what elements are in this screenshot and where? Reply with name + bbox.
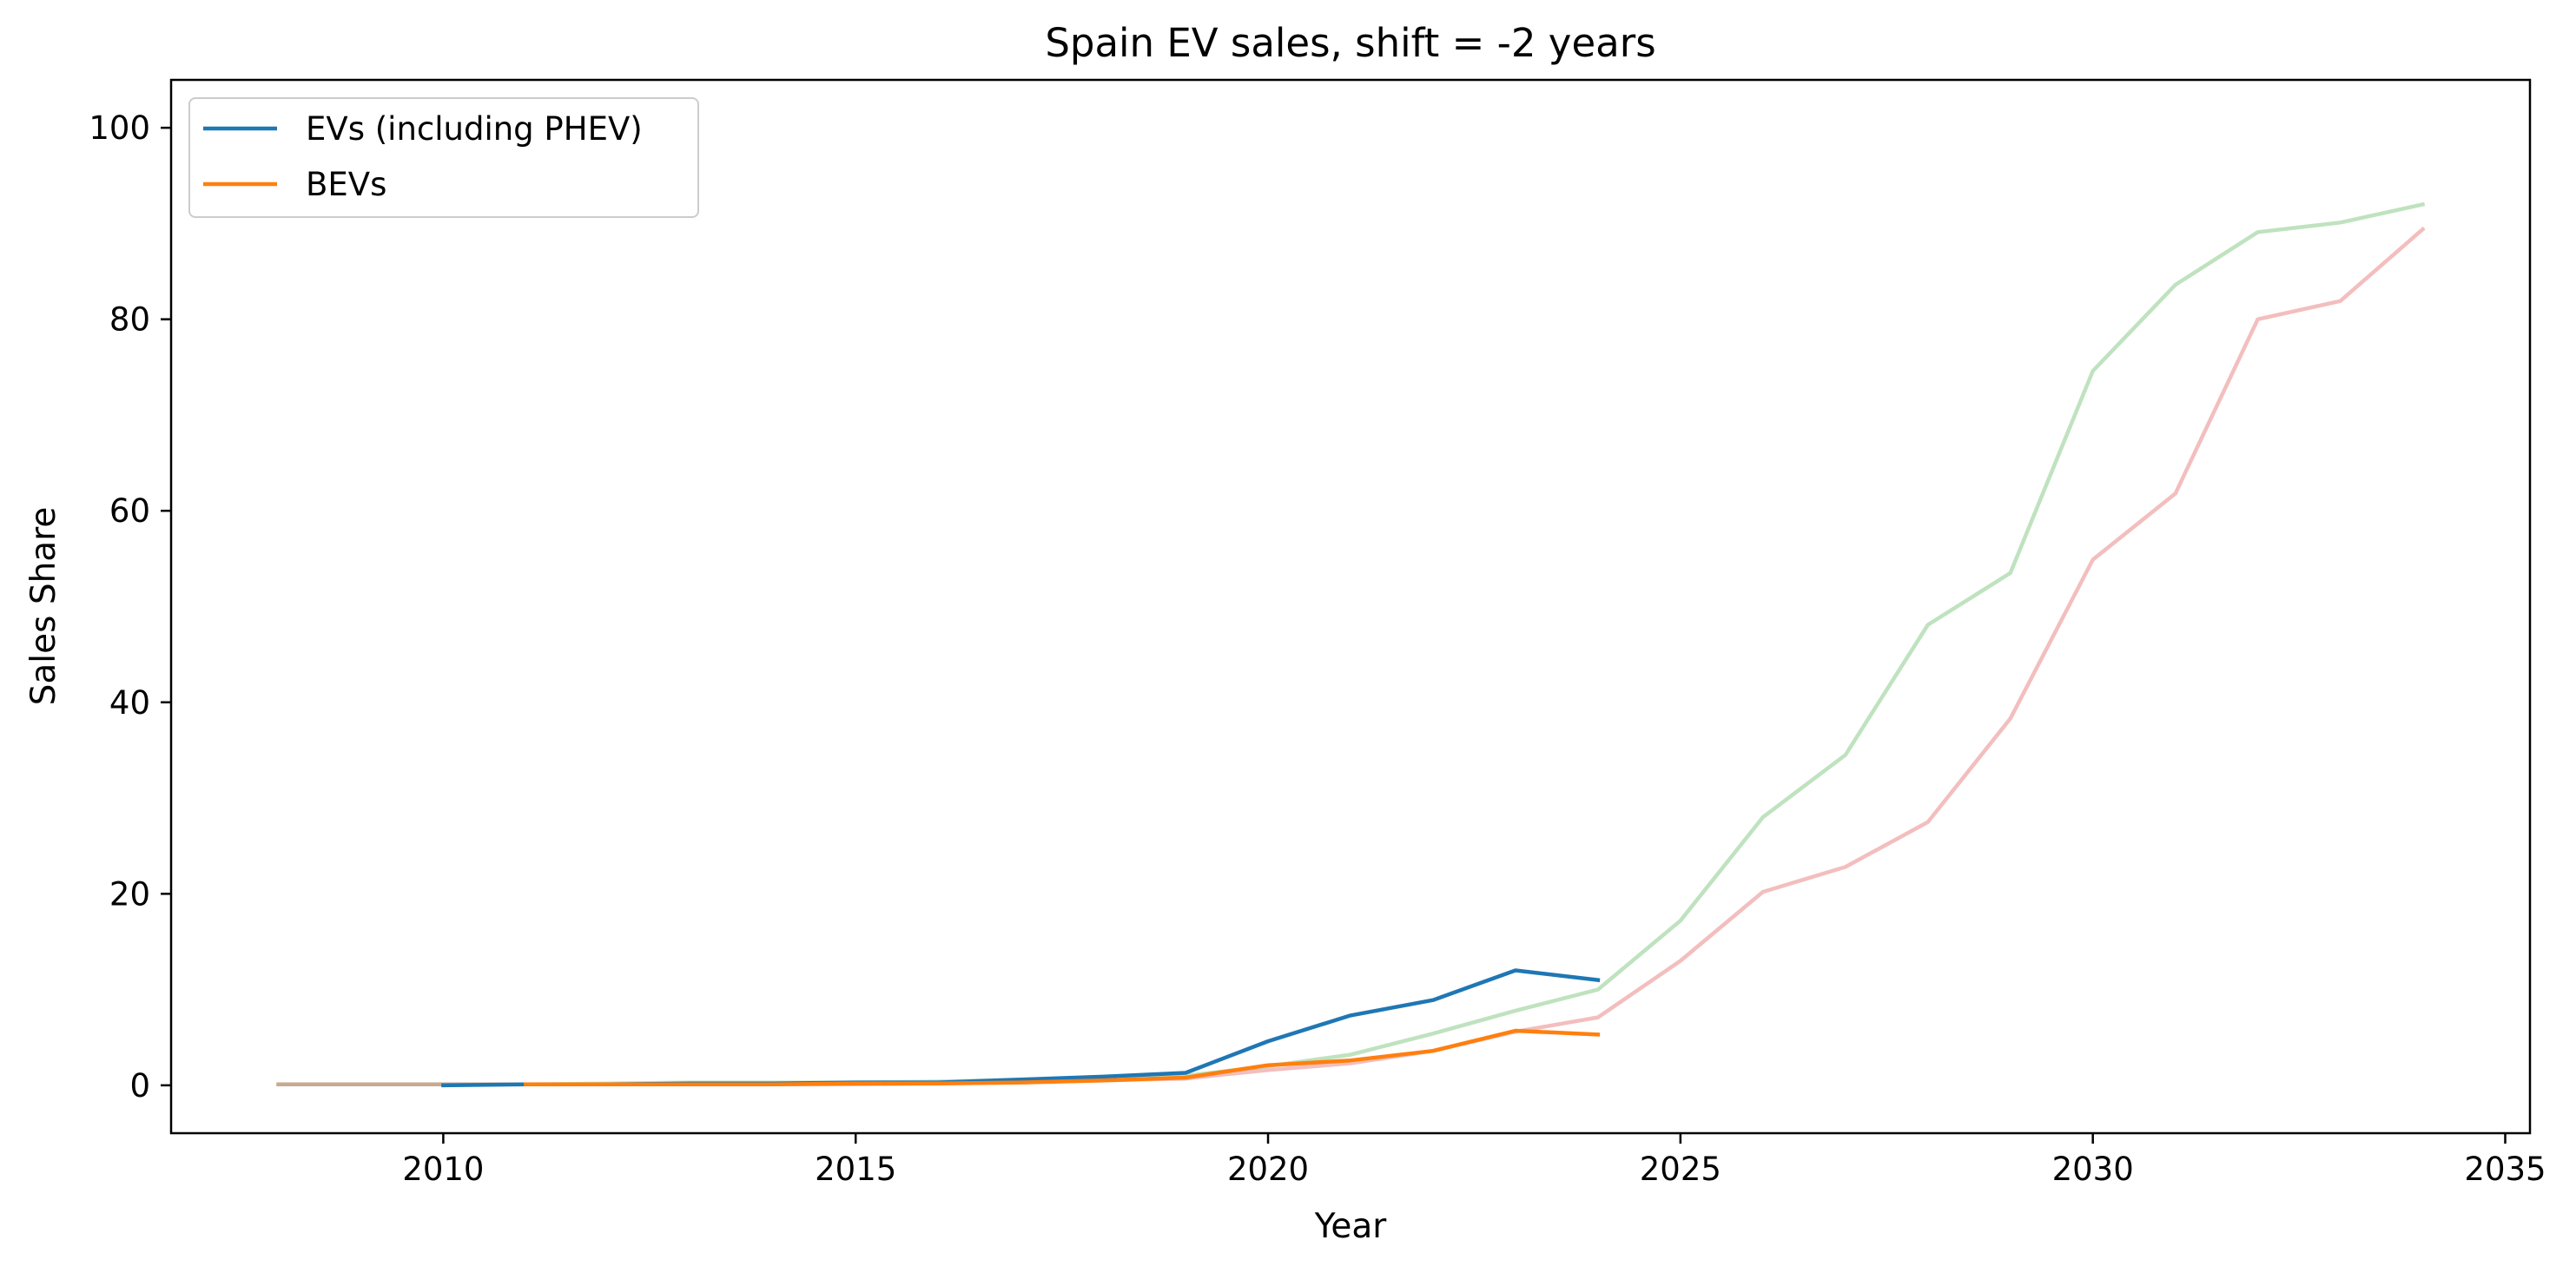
y-axis-label: Sales Share: [24, 507, 63, 706]
plot-frame: [169, 78, 2532, 1135]
legend-label-bevs: BEVs: [306, 166, 386, 203]
y-tick-label: 100: [89, 109, 150, 147]
x-tick-label: 2010: [402, 1151, 484, 1188]
chart-title: Spain EV sales, shift = -2 years: [1045, 20, 1655, 66]
x-tick-label: 2020: [1227, 1151, 1309, 1188]
y-axis: 0 20 40 60 80 100: [89, 109, 171, 1105]
y-tick-label: 60: [109, 492, 150, 530]
series-line-bevs: [524, 1028, 1601, 1087]
x-tick-label: 2035: [2464, 1151, 2546, 1188]
x-tick-label: 2025: [1640, 1151, 1721, 1188]
y-tick-label: 20: [109, 875, 150, 913]
legend: EVs (including PHEV) BEVs: [188, 97, 699, 218]
x-tick-label: 2030: [2052, 1151, 2134, 1188]
y-tick-label: 0: [129, 1067, 150, 1105]
legend-frame: [188, 97, 699, 218]
y-tick-label: 80: [109, 301, 150, 339]
legend-label-evs: EVs (including PHEV): [306, 110, 643, 148]
series-layer: [276, 201, 2426, 1088]
x-tick-label: 2015: [815, 1151, 896, 1188]
x-axis: 2010 2015 2020 2025 2030 2035: [402, 1133, 2546, 1188]
y-tick-label: 40: [109, 684, 150, 722]
x-axis-label: Year: [1314, 1207, 1388, 1246]
